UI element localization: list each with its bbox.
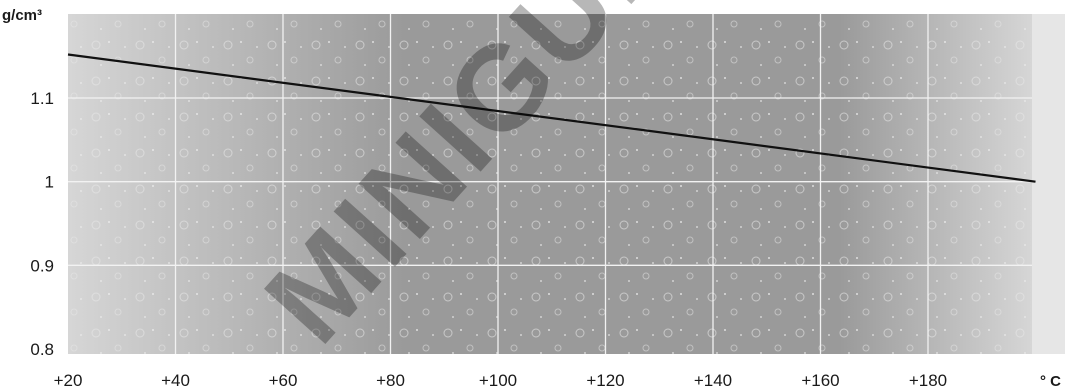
x-tick-label: +180 [909,371,947,390]
x-tick-label: +120 [586,371,624,390]
y-tick-label: 0.8 [30,340,54,359]
series-line-0 [67,53,1036,183]
x-tick-label: +140 [694,371,732,390]
x-tick-label: +40 [161,371,190,390]
y-tick-label: 1.1 [30,89,54,108]
plot-edge-panel [1032,14,1065,354]
y-axis-unit: g/cm³ [2,7,42,24]
plot-background [68,14,1065,354]
y-axis-ticks: 0.8 0.9 1 1.1 [30,89,54,359]
y-tick-label: 1 [45,173,54,192]
plot-texture [68,14,1032,354]
x-tick-label: +160 [801,371,839,390]
x-axis-unit: ° C [1040,373,1061,390]
x-tick-label: +100 [479,371,517,390]
x-tick-label: +20 [54,371,83,390]
x-tick-label: +80 [376,371,405,390]
x-tick-label: +60 [269,371,298,390]
grid-lines [68,14,1032,354]
y-tick-label: 0.9 [30,256,54,275]
series-lines [67,53,1036,183]
x-axis-ticks: +20 +40 +60 +80 +100 +120 +140 +160 +180 [54,371,948,390]
